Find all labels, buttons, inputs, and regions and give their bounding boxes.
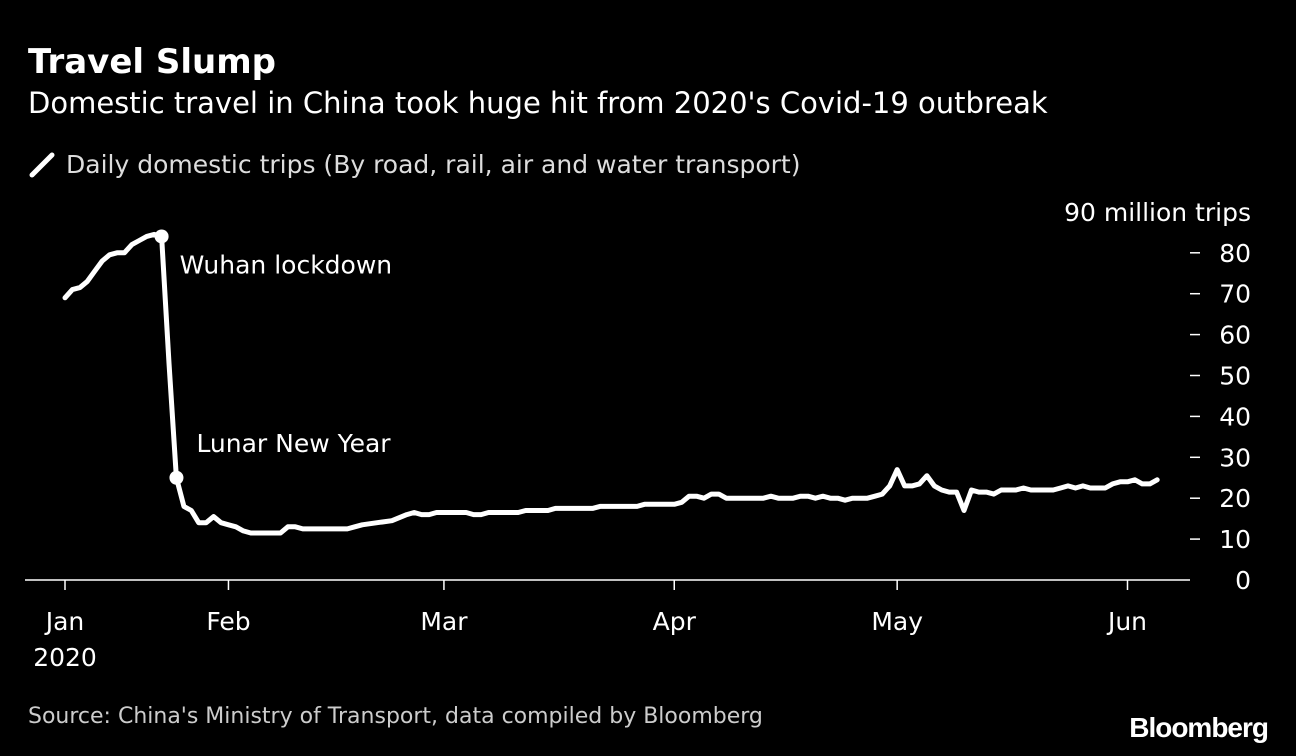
y-tick-label: 50: [1219, 362, 1251, 391]
y-tick-label: 60: [1219, 321, 1251, 350]
y-tick-label: 20: [1219, 484, 1251, 513]
annotation-label: Wuhan lockdown: [180, 250, 393, 279]
y-tick-label: 10: [1219, 525, 1251, 554]
chart-subtitle: Domestic travel in China took huge hit f…: [28, 86, 1048, 120]
y-tick-label: 70: [1219, 280, 1251, 309]
legend: Daily domestic trips (By road, rail, air…: [28, 150, 801, 179]
legend-label: Daily domestic trips (By road, rail, air…: [66, 150, 801, 179]
y-tick-label: 40: [1219, 402, 1251, 431]
annotation-label: Lunar New Year: [196, 429, 391, 458]
x-tick-label: Feb: [206, 607, 250, 636]
annotation-marker: [154, 229, 169, 244]
chart-title: Travel Slump: [28, 42, 276, 82]
x-tick-label: Jan: [44, 607, 85, 636]
source-note: Source: China's Ministry of Transport, d…: [28, 704, 763, 729]
x-tick-label: May: [871, 607, 923, 636]
y-tick-label: 80: [1219, 239, 1251, 268]
annotation-marker: [169, 470, 184, 485]
y-tick-label: 0: [1235, 566, 1251, 595]
x-tick-label: Apr: [653, 607, 697, 636]
x-tick-sublabel: 2020: [33, 643, 97, 672]
series-line: [62, 231, 1160, 536]
x-tick-label: Jun: [1106, 607, 1147, 636]
y-tick-label: 30: [1219, 443, 1251, 472]
legend-line-icon: [29, 152, 55, 177]
bloomberg-logo: Bloomberg: [1129, 712, 1269, 743]
x-tick-label: Mar: [420, 607, 468, 636]
y-axis-label: 90 million trips: [1064, 198, 1251, 227]
